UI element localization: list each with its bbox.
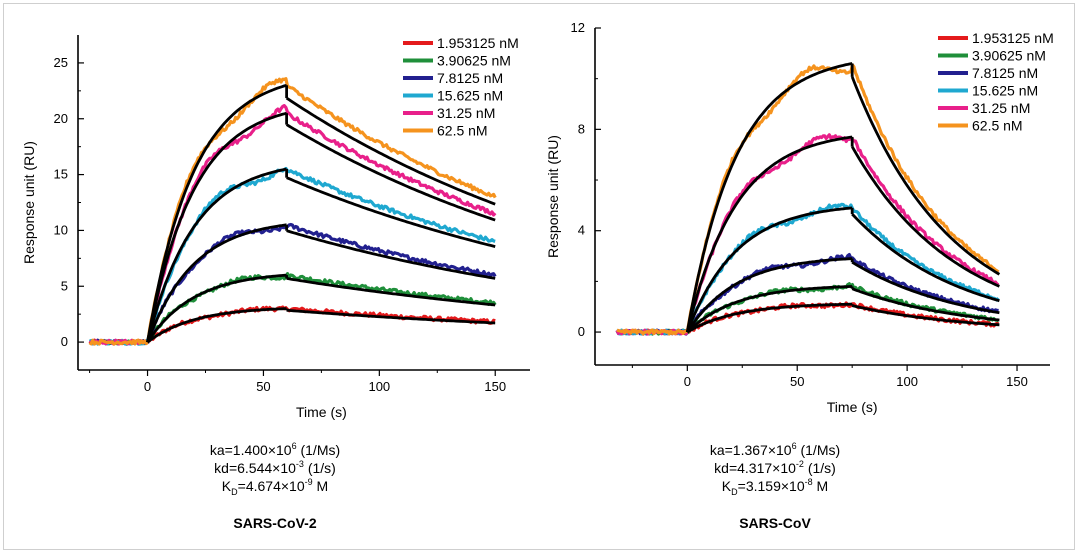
x-tick-label: 0 (684, 374, 691, 389)
x-tick-label: 50 (790, 374, 804, 389)
legend-label: 15.625 nM (972, 83, 1038, 99)
fit-curve-association (685, 62, 853, 333)
kinetic-line: KD=3.159×10-8 M (722, 477, 828, 497)
x-tick-label: 150 (484, 379, 506, 394)
fit-curve-association (146, 273, 287, 343)
y-tick-label: 5 (61, 278, 68, 293)
fit-curve-association (146, 223, 287, 343)
x-tick-label: 0 (144, 379, 151, 394)
x-tick-label: 100 (896, 374, 918, 389)
fit-curve-dissociation (850, 76, 1001, 276)
legend-label: 62.5 nM (437, 123, 488, 139)
data-trace (615, 253, 999, 336)
x-axis-label: Time (s) (827, 399, 878, 415)
fit-curve-association (686, 302, 853, 334)
y-tick-label: 15 (54, 167, 68, 182)
fit-curve-association (685, 135, 853, 333)
kinetic-parameters: ka=1.400×106 (1/Ms)kd=6.544×10-3 (1/s)KD… (210, 441, 340, 497)
legend-label: 1.953125 nM (437, 35, 519, 51)
fit-curve-association (685, 206, 853, 333)
fit-curve-dissociation (286, 277, 496, 307)
kinetic-line: ka=1.367×106 (1/Ms) (710, 441, 840, 458)
y-tick-label: 8 (578, 121, 585, 136)
data-trace (615, 282, 1000, 336)
fit-curve-dissociation (851, 287, 1000, 322)
legend-label: 7.8125 nM (437, 70, 503, 86)
chart-1: 0 5 10 15 20 25 0 50 100 150 Time (s) Response unit… (21, 35, 530, 531)
x-tick-label: 150 (1006, 374, 1028, 389)
legend-label: 3.90625 nM (437, 53, 511, 69)
figure-frame (3, 3, 1075, 550)
legend-label: 31.25 nM (437, 105, 495, 121)
chart-caption: SARS-CoV-2 (233, 515, 316, 531)
fit-curve-dissociation (851, 261, 1000, 315)
legend-label: 1.953125 nM (972, 30, 1054, 46)
y-axis-label: Response unit (RU) (545, 135, 561, 258)
y-tick-label: 20 (54, 111, 68, 126)
x-tick-label: 50 (256, 379, 270, 394)
fit-curve-association (146, 307, 287, 344)
y-tick-label: 4 (578, 223, 585, 238)
legend-label: 3.90625 nM (972, 48, 1046, 64)
kinetic-line: ka=1.400×106 (1/Ms) (210, 441, 340, 458)
fit-curve-association (146, 167, 287, 343)
x-tick-label: 100 (368, 379, 390, 394)
chart-caption: SARS-CoV (739, 515, 811, 531)
fit-curve-dissociation (286, 308, 496, 325)
fit-curve-dissociation (286, 229, 496, 280)
kinetic-line: KD=4.674×10-9 M (222, 477, 328, 497)
fit-curve-association (146, 83, 287, 343)
legend: 1.953125 nM 3.90625 nM7.8125 nM 15.625 nM3… (403, 35, 519, 139)
fit-curve-dissociation (285, 96, 496, 206)
x-axis-label: Time (s) (296, 404, 347, 420)
kinetic-parameters: ka=1.367×106 (1/Ms)kd=4.317×10-2 (1/s)KD… (710, 441, 840, 497)
legend-label: 7.8125 nM (972, 65, 1038, 81)
fit-curve-dissociation (286, 176, 496, 248)
y-tick-label: 25 (54, 55, 68, 70)
kinetic-line: kd=4.317×10-2 (1/s) (714, 459, 836, 476)
y-tick-label: 0 (578, 324, 585, 339)
fit-curve-dissociation (851, 213, 1000, 303)
legend-label: 15.625 nM (437, 88, 503, 104)
data-trace (616, 63, 1000, 336)
fit-curve-association (686, 257, 853, 333)
fit-curve-dissociation (850, 145, 1000, 288)
y-tick-label: 12 (571, 20, 585, 35)
legend-label: 31.25 nM (972, 100, 1030, 116)
y-tick-label: 10 (54, 222, 68, 237)
y-axis-label: Response unit (RU) (21, 141, 37, 264)
fit-curve-dissociation (285, 123, 496, 222)
kinetic-line: kd=6.544×10-3 (1/s) (214, 459, 336, 476)
legend: 1.953125 nM 3.90625 nM7.8125 nM 15.625 nM3… (938, 30, 1054, 134)
fit-curve-association (146, 111, 287, 343)
fit-curve-dissociation (851, 304, 1000, 327)
fit-curve-association (686, 285, 853, 334)
chart-2: 0 4 8 12 0 50 100 150 Time (s) Response unit (RU)… (545, 20, 1054, 531)
y-tick-label: 0 (61, 334, 68, 349)
legend-label: 62.5 nM (972, 118, 1023, 134)
